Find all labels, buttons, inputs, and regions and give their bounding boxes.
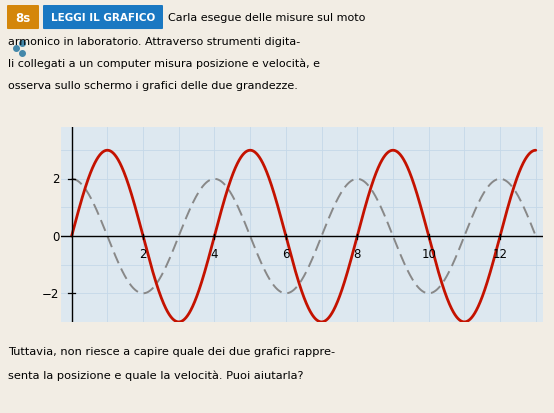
FancyBboxPatch shape [7, 6, 39, 30]
Text: Tuttavia, non riesce a capire quale dei due grafici rappre-: Tuttavia, non riesce a capire quale dei … [8, 347, 335, 356]
Text: −2: −2 [42, 287, 59, 300]
Text: 8: 8 [353, 247, 361, 260]
Text: 0: 0 [52, 230, 59, 243]
Text: 10: 10 [421, 247, 436, 260]
Text: senta la posizione e quale la velocità. Puoi aiutarla?: senta la posizione e quale la velocità. … [8, 370, 304, 380]
Text: Carla esegue delle misure sul moto: Carla esegue delle misure sul moto [168, 13, 366, 23]
Text: 4: 4 [211, 247, 218, 260]
Text: li collegati a un computer misura posizione e velocità, e: li collegati a un computer misura posizi… [8, 59, 320, 69]
Text: 2: 2 [52, 173, 59, 186]
Text: osserva sullo schermo i grafici delle due grandezze.: osserva sullo schermo i grafici delle du… [8, 81, 298, 91]
FancyBboxPatch shape [43, 6, 163, 30]
Text: 8s: 8s [16, 12, 30, 24]
Text: armonico in laboratorio. Attraverso strumenti digita-: armonico in laboratorio. Attraverso stru… [8, 37, 300, 47]
Text: 12: 12 [493, 247, 507, 260]
Text: 2: 2 [139, 247, 147, 260]
Text: 6: 6 [282, 247, 290, 260]
Text: LEGGI IL GRAFICO: LEGGI IL GRAFICO [51, 13, 155, 23]
